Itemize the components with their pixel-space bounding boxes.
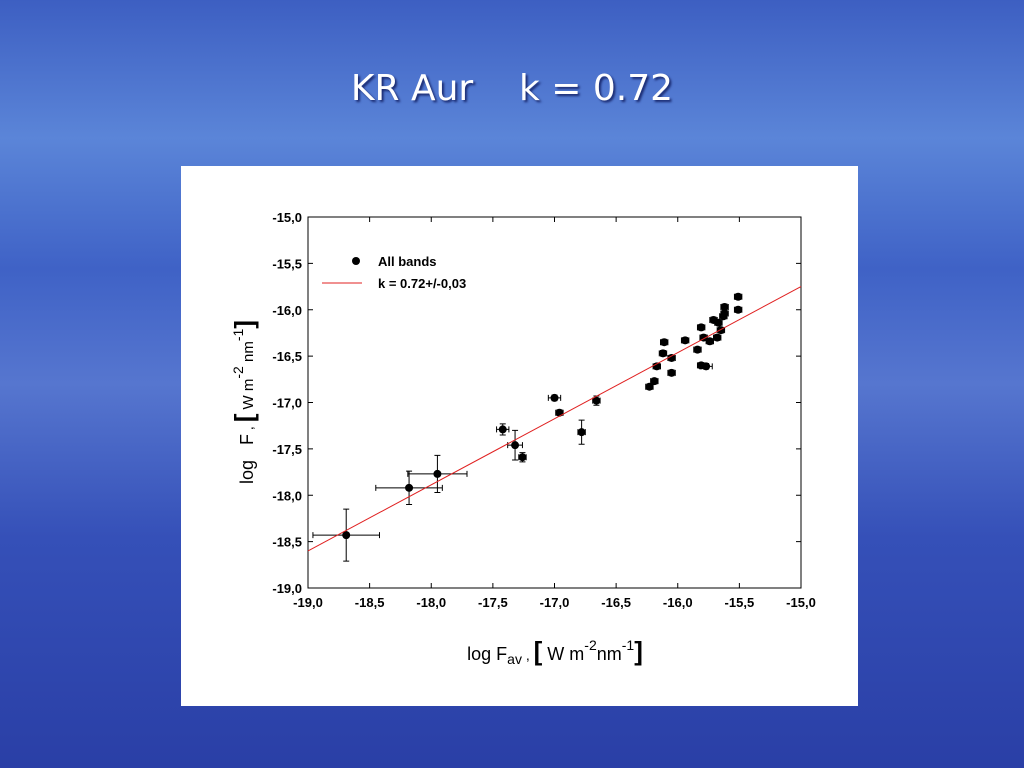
x-label-part: ] xyxy=(634,636,643,666)
data-point xyxy=(720,302,729,311)
data-point xyxy=(645,382,654,391)
data-point xyxy=(681,336,690,345)
y-label-part: , xyxy=(240,422,256,434)
data-point xyxy=(697,323,706,332)
data-point xyxy=(433,469,442,478)
x-tick-label: -18,5 xyxy=(355,595,385,610)
data-point xyxy=(342,531,351,540)
slide-title: KR Aur k = 0.72 xyxy=(350,68,674,109)
y-label-part: W m xyxy=(240,379,257,414)
y-label-part: log F xyxy=(237,434,257,484)
y-tick-label: -15,0 xyxy=(272,210,302,225)
x-tick-label: -18,0 xyxy=(416,595,446,610)
y-axis-label: log F , [ W m-2 nm-1] xyxy=(229,320,259,484)
x-label-part: [ xyxy=(534,636,543,666)
data-point xyxy=(713,333,722,342)
x-tick-label: -17,5 xyxy=(478,595,508,610)
y-tick-label: -17,0 xyxy=(272,396,302,411)
chart-panel: log Fav , [ W m-2nm-1] log F , [ W m-2 n… xyxy=(181,166,858,706)
legend-label: All bands xyxy=(378,254,437,269)
x-axis-label: log Fav , [ W m-2nm-1] xyxy=(467,636,643,667)
data-point xyxy=(734,305,743,314)
data-point xyxy=(667,368,676,377)
x-tick-label: -15,0 xyxy=(786,595,816,610)
x-label-part: log F xyxy=(467,644,507,664)
data-point xyxy=(650,377,659,386)
data-point xyxy=(658,349,667,358)
fit-line xyxy=(307,286,802,552)
data-point xyxy=(405,483,414,492)
x-tick-label: -16,5 xyxy=(601,595,631,610)
data-point xyxy=(693,345,702,354)
data-point xyxy=(652,362,661,371)
data-point xyxy=(518,453,527,462)
chart: log Fav , [ W m-2nm-1] log F , [ W m-2 n… xyxy=(229,210,816,667)
plot-frame xyxy=(307,216,802,589)
legend-swatch xyxy=(352,257,360,265)
y-tick-label: -19,0 xyxy=(272,581,302,596)
data-point xyxy=(720,309,729,318)
y-tick-label: -16,0 xyxy=(272,303,302,318)
x-tick-label: -15,5 xyxy=(725,595,755,610)
x-tick-label: -19,0 xyxy=(293,595,323,610)
legend-label: k = 0.72+/-0,03 xyxy=(378,276,466,291)
x-label-part: -2 xyxy=(584,637,597,653)
y-label-part: -1 xyxy=(230,328,246,341)
data-point xyxy=(511,441,520,450)
data-point xyxy=(716,326,725,335)
data-point xyxy=(577,428,586,437)
data-point xyxy=(555,408,564,417)
x-tick-label: -17,0 xyxy=(540,595,570,610)
x-label-part: nm xyxy=(597,644,622,664)
data-point xyxy=(660,338,669,347)
data-point xyxy=(714,318,723,327)
x-tick-label: -16,0 xyxy=(663,595,693,610)
y-tick-label: -18,0 xyxy=(272,488,302,503)
x-label-part: -1 xyxy=(622,637,635,653)
data-point xyxy=(702,362,711,371)
y-label-part: nm xyxy=(240,341,257,366)
y-tick-label: -18,5 xyxy=(272,535,302,550)
y-tick-label: -17,5 xyxy=(272,442,302,457)
data-point xyxy=(734,292,743,301)
y-label-part: -2 xyxy=(230,366,246,379)
y-label-part: ] xyxy=(229,320,259,329)
y-tick-label: -15,5 xyxy=(272,256,302,271)
data-point xyxy=(705,337,714,346)
data-point xyxy=(498,425,507,434)
x-label-part: , xyxy=(522,647,534,663)
data-point xyxy=(592,396,601,405)
data-point xyxy=(667,353,676,362)
y-tick-label: -16,5 xyxy=(272,349,302,364)
x-label-part: W m xyxy=(542,644,584,664)
x-label-part: av xyxy=(507,651,522,667)
y-label-part: [ xyxy=(229,413,259,422)
data-point xyxy=(550,393,559,402)
